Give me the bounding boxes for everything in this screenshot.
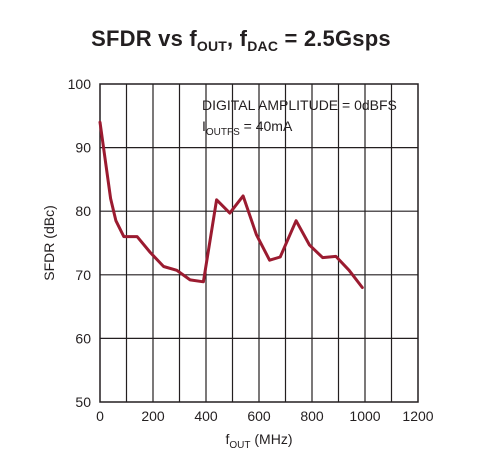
y-tick-label: 80: [75, 203, 91, 219]
x-axis-label: fOUT (MHz): [226, 431, 293, 451]
y-tick-label: 100: [68, 76, 92, 92]
y-tick-label: 60: [75, 330, 91, 346]
series-line: [98, 120, 364, 289]
plot-frame: [99, 83, 419, 403]
series-group: [98, 120, 364, 289]
x-tick-label: 0: [96, 408, 104, 424]
y-tick-label: 50: [75, 394, 91, 410]
y-tick-label: 90: [75, 140, 91, 156]
annotation-current: IOUTFS = 40mA: [202, 118, 293, 138]
x-tick-label: 1200: [402, 408, 433, 424]
x-tick-label: 200: [141, 408, 165, 424]
chart-title: SFDR vs fOUT, fDAC = 2.5Gsps: [91, 26, 391, 54]
y-tick-labels: 50 60 70 80 90 100: [68, 76, 92, 410]
x-tick-labels: 0 200 400 600 800 1000 1200: [96, 408, 434, 424]
y-axis-label: SFDR (dBc): [41, 205, 57, 280]
x-tick-label: 1000: [349, 408, 380, 424]
annotation-amplitude: DIGITAL AMPLITUDE = 0dBFS: [202, 97, 397, 113]
x-tick-label: 400: [194, 408, 218, 424]
y-tick-label: 70: [75, 267, 91, 283]
x-tick-label: 800: [300, 408, 324, 424]
x-tick-label: 600: [247, 408, 271, 424]
